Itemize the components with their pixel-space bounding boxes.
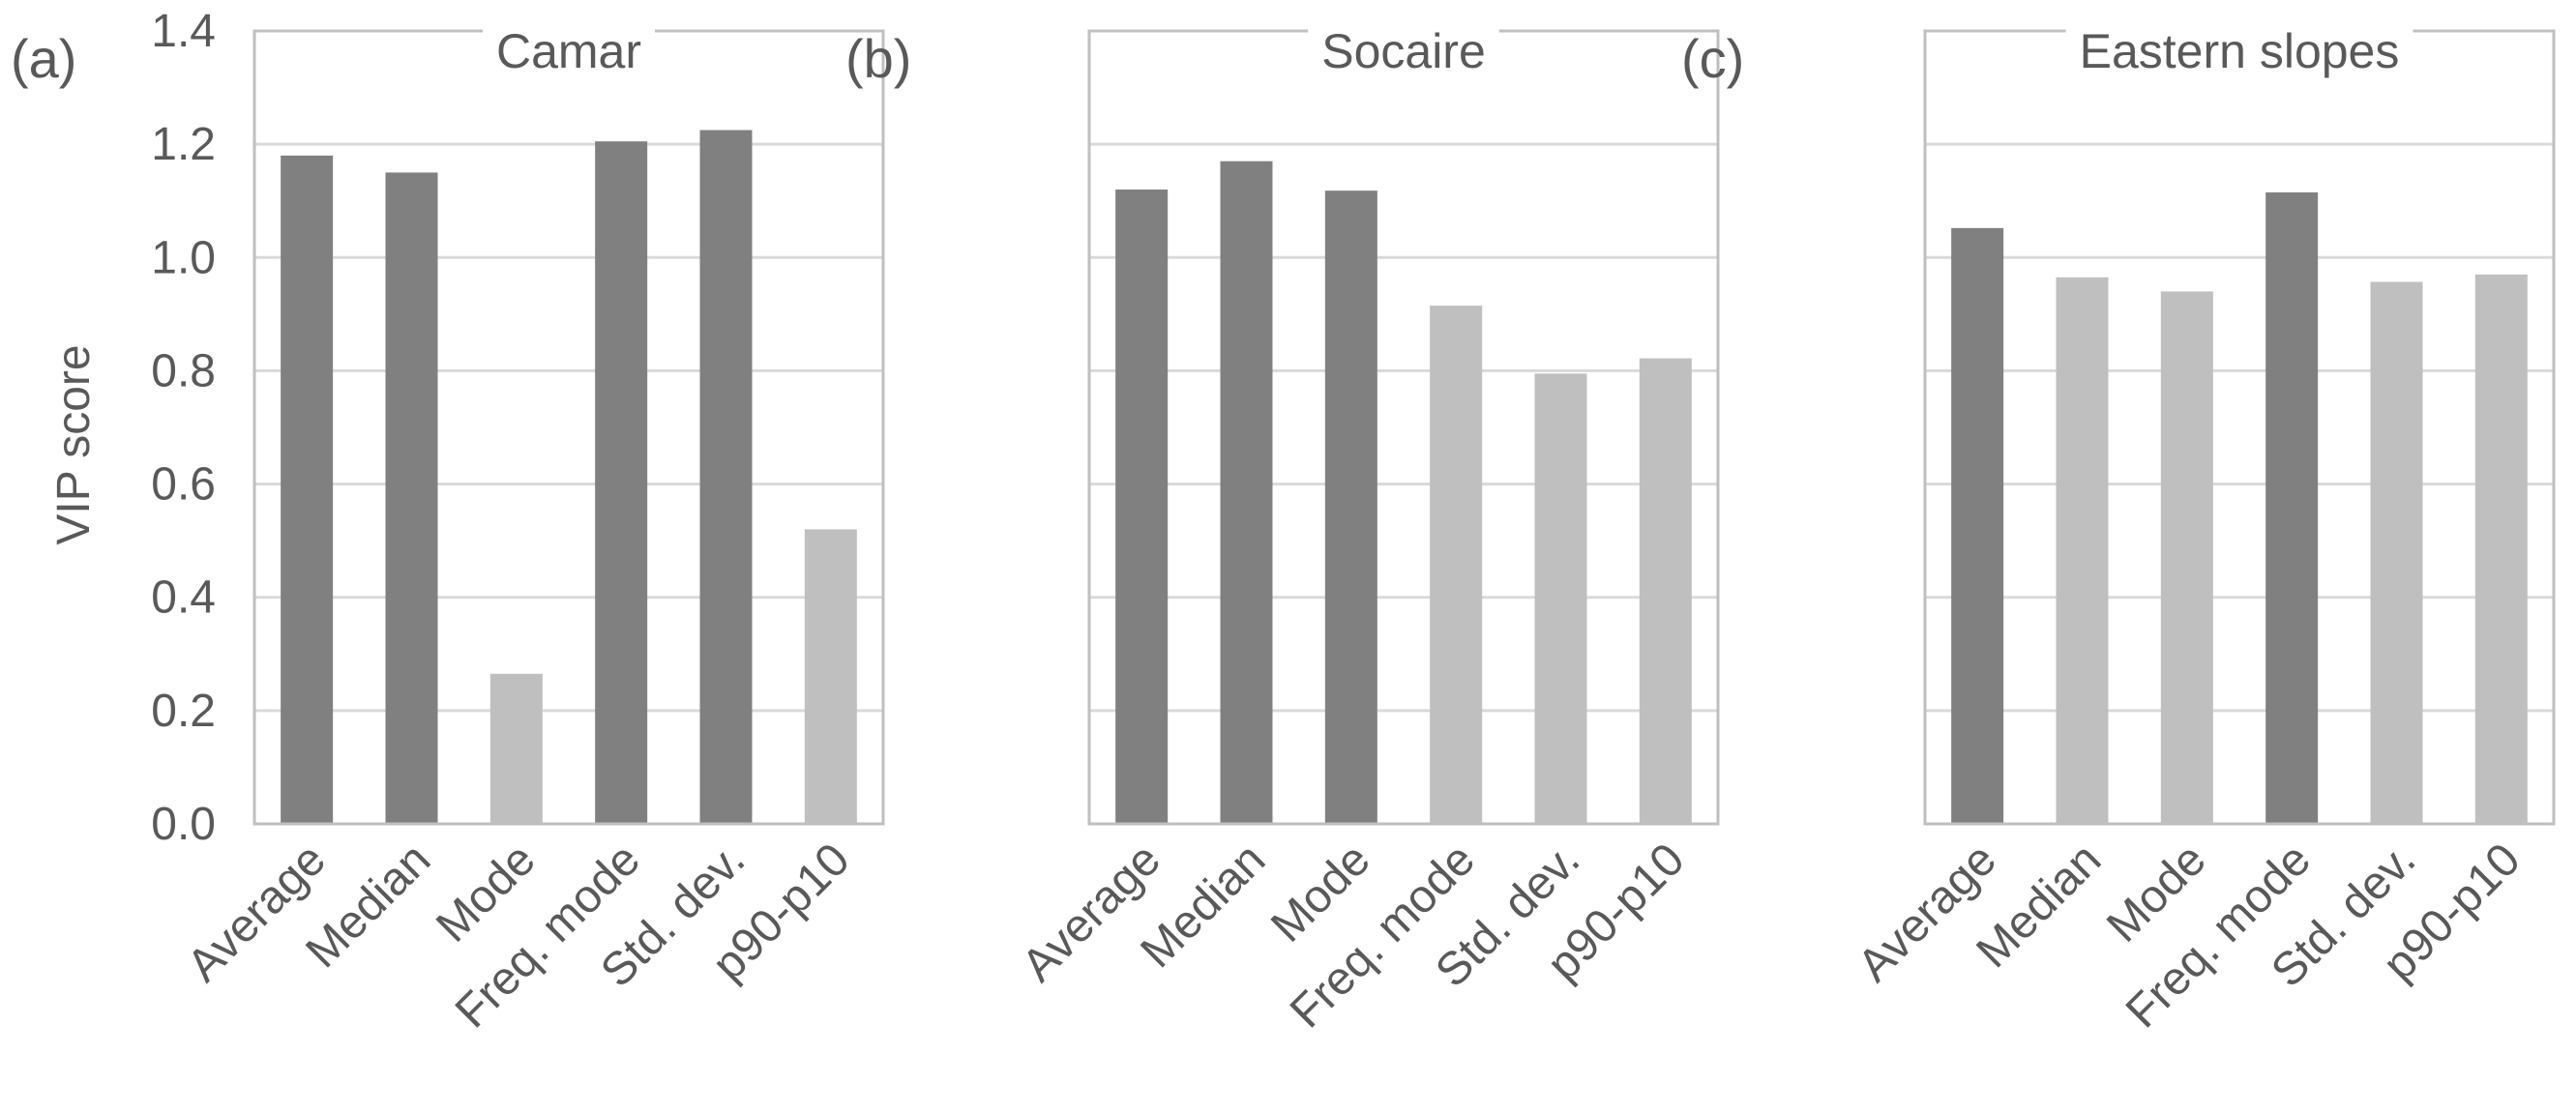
bar-std-dev <box>2370 281 2423 824</box>
bar-average <box>281 155 334 824</box>
x-tick-label: Average <box>1013 834 1170 991</box>
bar-average <box>1115 190 1169 824</box>
bar-average <box>1951 227 2004 825</box>
y-tick-label: 1.4 <box>151 6 216 57</box>
y-tick-label: 1.0 <box>151 232 216 283</box>
panel-letter: (c) <box>1681 28 1744 89</box>
plot-frame <box>1923 29 2556 826</box>
bar-freq-mode <box>1430 306 1483 825</box>
bar-mode <box>489 673 543 824</box>
panel-letter: (b) <box>845 28 911 89</box>
bar-mode <box>1324 190 1377 824</box>
bar-p90-p10 <box>804 529 857 824</box>
y-tick-label: 0.4 <box>151 572 216 624</box>
panel-title: Camar <box>496 24 641 78</box>
bar-median <box>1220 161 1273 824</box>
bar-median <box>385 172 438 824</box>
panel-title-gap <box>482 27 656 35</box>
panel-title-gap <box>1308 27 1499 35</box>
bar-p90-p10 <box>1639 358 1692 824</box>
x-tick-label: Average <box>1849 834 2006 991</box>
bar-p90-p10 <box>2474 274 2528 824</box>
panel-title: Socaire <box>1321 24 1486 78</box>
panel-letter: (a) <box>11 28 76 89</box>
plot-frame <box>1087 29 1720 826</box>
y-tick-label: 0.8 <box>151 345 216 396</box>
bar-median <box>2056 277 2109 824</box>
y-tick-label: 0.0 <box>151 799 216 850</box>
panel-title: Eastern slopes <box>2080 24 2400 78</box>
y-axis-label: VIP score <box>48 344 100 544</box>
x-tick-label: Average <box>178 834 336 991</box>
y-tick-label: 0.2 <box>151 686 216 737</box>
bar-freq-mode <box>2265 191 2319 824</box>
y-tick-label: 0.6 <box>151 459 216 511</box>
bar-freq-mode <box>595 141 648 824</box>
plot-frame <box>252 29 885 826</box>
y-tick-label: 1.2 <box>151 119 216 170</box>
panel-title-gap <box>2065 27 2413 35</box>
bar-std-dev <box>699 130 753 824</box>
bar-mode <box>2160 291 2213 824</box>
bar-std-dev <box>1534 373 1587 824</box>
